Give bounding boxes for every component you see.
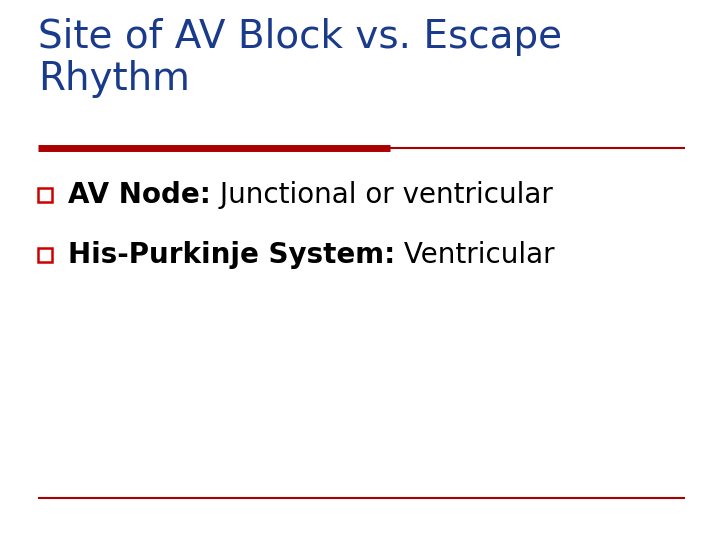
Text: Site of AV Block vs. Escape
Rhythm: Site of AV Block vs. Escape Rhythm xyxy=(38,18,562,98)
Bar xyxy=(38,188,52,202)
Bar xyxy=(38,248,52,262)
Text: Junctional or ventricular: Junctional or ventricular xyxy=(211,181,553,209)
Text: AV Node:: AV Node: xyxy=(68,181,211,209)
Text: Ventricular: Ventricular xyxy=(395,241,555,269)
Text: His-Purkinje System:: His-Purkinje System: xyxy=(68,241,395,269)
